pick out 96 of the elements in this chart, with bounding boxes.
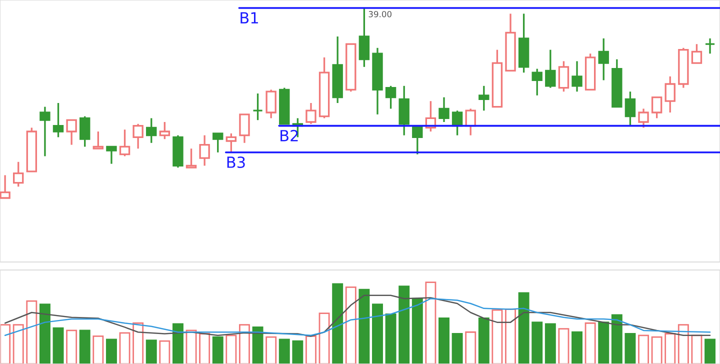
candlestick bbox=[212, 132, 224, 154]
bar bbox=[452, 333, 463, 364]
annotation: 39.00 bbox=[368, 10, 392, 18]
bar bbox=[12, 324, 24, 364]
bar bbox=[505, 308, 516, 364]
candlestick bbox=[624, 90, 636, 127]
bar bbox=[92, 336, 104, 364]
candlestick bbox=[306, 102, 316, 125]
bar bbox=[26, 300, 38, 364]
bar bbox=[584, 322, 596, 364]
bar bbox=[691, 334, 702, 364]
bar bbox=[611, 314, 622, 364]
bar bbox=[306, 336, 316, 364]
candlestick bbox=[199, 134, 210, 167]
bar bbox=[558, 328, 570, 364]
ref-line-label: B2 bbox=[280, 130, 298, 142]
bar bbox=[358, 288, 370, 364]
candlestick bbox=[266, 88, 276, 120]
bar bbox=[318, 312, 330, 364]
candlestick bbox=[545, 48, 556, 89]
bar bbox=[544, 323, 556, 364]
bar bbox=[172, 323, 184, 364]
bar bbox=[212, 336, 224, 364]
bar bbox=[398, 286, 410, 364]
candlestick bbox=[651, 96, 662, 120]
bar bbox=[159, 340, 170, 364]
bar bbox=[532, 322, 543, 364]
bar bbox=[412, 298, 423, 364]
candlestick bbox=[385, 85, 396, 110]
candlestick bbox=[598, 38, 609, 82]
bar bbox=[704, 338, 716, 364]
candlestick bbox=[412, 124, 423, 156]
bar bbox=[266, 336, 277, 364]
bar bbox=[478, 318, 490, 364]
candlestick bbox=[40, 106, 50, 158]
candlestick bbox=[159, 121, 170, 140]
candlestick bbox=[52, 102, 64, 138]
bar bbox=[465, 331, 476, 364]
bar bbox=[385, 313, 396, 364]
candlestick bbox=[704, 38, 716, 54]
bar bbox=[598, 322, 610, 364]
candlestick bbox=[465, 108, 476, 136]
candlestick bbox=[80, 115, 90, 148]
candlestick bbox=[532, 68, 542, 96]
candlestick bbox=[558, 60, 570, 92]
bar bbox=[624, 333, 636, 364]
candlestick bbox=[691, 43, 702, 64]
bar bbox=[186, 330, 197, 364]
candlestick bbox=[638, 108, 649, 129]
candlestick bbox=[452, 110, 463, 136]
bar bbox=[572, 331, 582, 364]
candlestick bbox=[664, 76, 676, 114]
bar bbox=[119, 332, 130, 364]
bar bbox=[518, 292, 530, 364]
bar bbox=[492, 309, 503, 364]
candlestick bbox=[226, 132, 237, 154]
bar bbox=[66, 330, 78, 364]
bar bbox=[438, 318, 450, 364]
candlestick bbox=[13, 161, 24, 188]
bar bbox=[0, 324, 11, 364]
bar bbox=[425, 282, 436, 364]
bar bbox=[146, 340, 157, 364]
bar bbox=[678, 324, 689, 364]
ref-line-label: B1 bbox=[240, 12, 258, 24]
bar bbox=[79, 330, 90, 364]
bar bbox=[238, 324, 250, 364]
candlestick bbox=[186, 148, 197, 168]
candlestick bbox=[0, 174, 10, 199]
bar bbox=[292, 340, 304, 364]
candlestick bbox=[119, 128, 130, 158]
bar bbox=[132, 322, 144, 364]
bar bbox=[638, 334, 649, 364]
bar bbox=[651, 336, 662, 364]
candlestick bbox=[66, 119, 77, 146]
candlestick bbox=[146, 117, 157, 144]
candlestick bbox=[438, 96, 450, 123]
candlestick bbox=[358, 7, 370, 68]
candlestick bbox=[252, 92, 264, 121]
bar bbox=[106, 338, 117, 364]
bar bbox=[39, 304, 50, 364]
bar bbox=[252, 326, 264, 364]
candlestick bbox=[106, 146, 117, 165]
candlestick bbox=[572, 60, 582, 92]
bar bbox=[52, 327, 64, 364]
bar bbox=[278, 338, 290, 364]
candlestick bbox=[132, 123, 144, 150]
bar bbox=[332, 283, 344, 364]
candlestick bbox=[478, 85, 490, 112]
candlestick bbox=[92, 130, 104, 150]
bar bbox=[226, 334, 237, 364]
candlestick bbox=[239, 114, 250, 144]
bar bbox=[664, 333, 676, 364]
bar bbox=[199, 333, 210, 364]
ref-line-label: B3 bbox=[227, 156, 245, 168]
bar bbox=[372, 304, 383, 364]
bar bbox=[345, 286, 356, 364]
